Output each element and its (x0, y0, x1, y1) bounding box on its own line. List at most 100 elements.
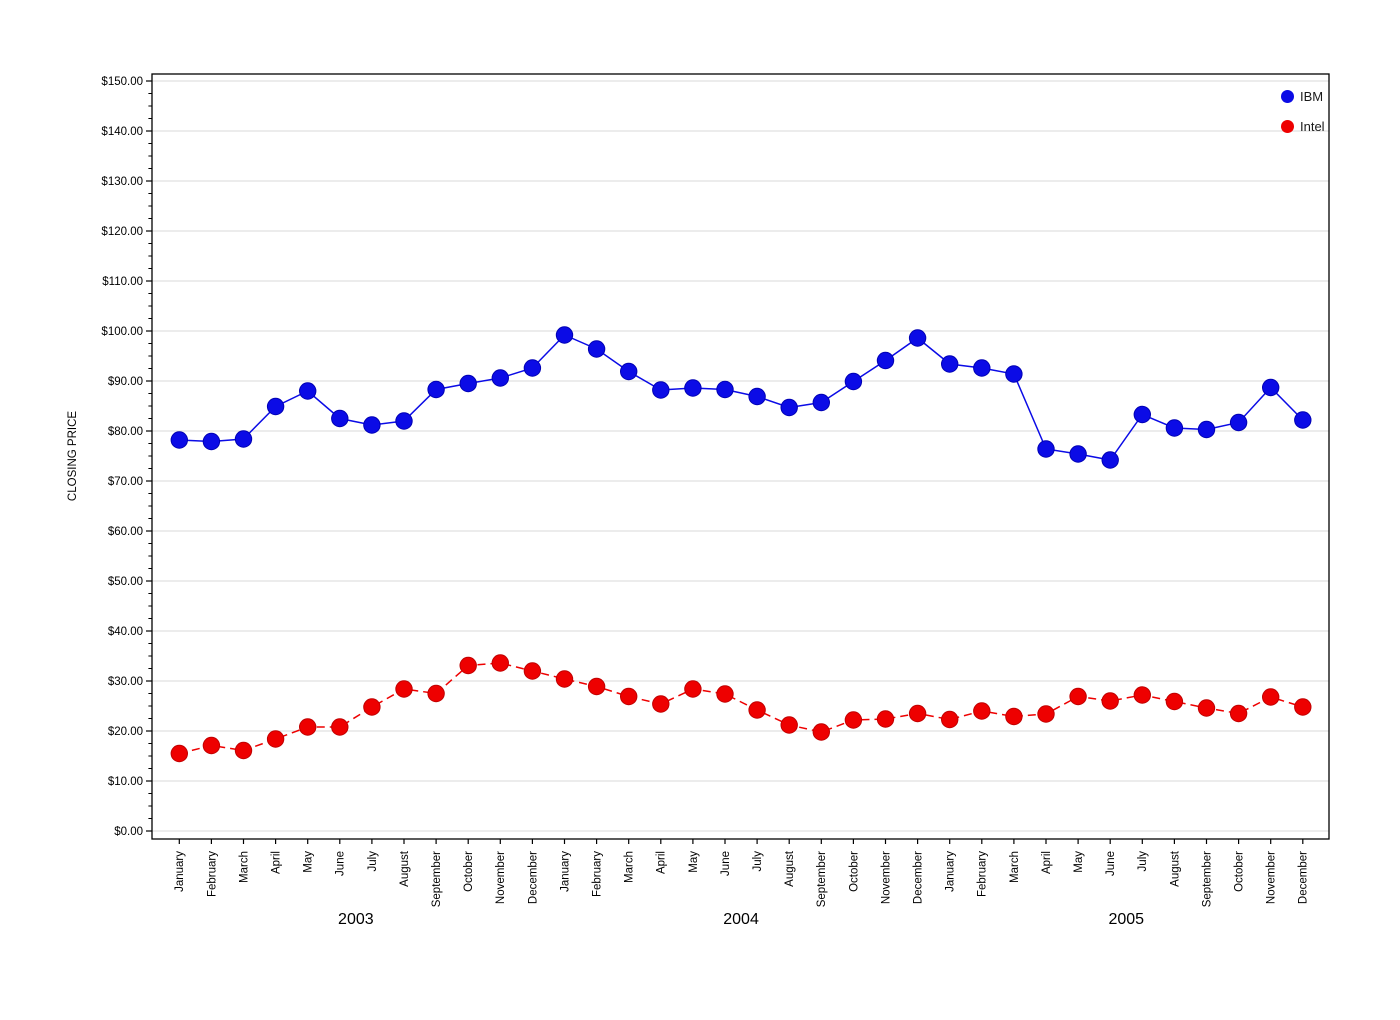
ibm-data-point (331, 409, 349, 428)
x-tick-label: May (1073, 851, 1085, 873)
ibm-line (179, 334, 1304, 461)
intel-data-point (1069, 687, 1087, 706)
x-tick-label: February (592, 851, 604, 897)
y-axis-title: CLOSING PRICE (67, 411, 79, 501)
intel-data-point (716, 685, 734, 703)
intel-data-point (491, 654, 509, 672)
intel-data-point (363, 698, 381, 716)
intel-data-point (459, 656, 477, 675)
ibm-data-point (1294, 411, 1312, 429)
y-tick-label: $0.00 (114, 826, 143, 838)
intel-marker-icon (1281, 119, 1294, 133)
ibm-data-point (459, 374, 477, 393)
legend-label-ibm: IBM (1300, 88, 1324, 104)
intel-data-point (1294, 698, 1312, 716)
x-tick-label: September (816, 851, 828, 907)
x-tick-label: March (238, 851, 250, 883)
y-tick-label: $150.00 (101, 76, 143, 88)
legend-label-intel: Intel (1300, 118, 1325, 134)
intel-data-point (170, 744, 189, 763)
x-tick-label: March (624, 851, 636, 883)
legend-item-intel: Intel (1281, 115, 1325, 137)
year-label: 2004 (723, 911, 759, 928)
x-tick-label: August (399, 850, 411, 887)
intel-data-point (1229, 704, 1248, 723)
intel-data-point (1005, 707, 1023, 726)
x-tick-label: December (1298, 851, 1310, 904)
x-tick-label: April (656, 851, 668, 874)
x-tick-label: September (431, 851, 443, 907)
intel-data-point (748, 701, 766, 719)
intel-data-point (1165, 692, 1184, 711)
intel-data-point (652, 695, 670, 713)
y-tick-label: $110.00 (102, 276, 143, 288)
ibm-data-point (1229, 413, 1248, 432)
intel-data-point (1037, 705, 1055, 723)
x-tick-label: March (1009, 851, 1021, 883)
x-tick-label: July (752, 851, 764, 872)
x-tick-label: December (913, 851, 925, 904)
x-tick-label: April (1041, 851, 1053, 874)
ibm-data-point (202, 432, 221, 451)
y-tick-label: $100.00 (101, 326, 143, 338)
ibm-data-point (1262, 378, 1280, 397)
x-tick-label: April (271, 851, 283, 874)
ibm-data-point (620, 362, 638, 381)
ibm-data-point (363, 416, 381, 434)
y-tick-label: $40.00 (108, 626, 143, 638)
ibm-data-point (716, 380, 734, 399)
y-tick-label: $130.00 (101, 176, 143, 188)
intel-data-point (1101, 692, 1119, 710)
intel-data-point (812, 723, 830, 741)
year-label: 2003 (338, 911, 374, 928)
intel-data-point (523, 662, 542, 680)
x-tick-label: November (880, 851, 892, 904)
intel-data-point (1133, 686, 1152, 704)
x-tick-label: August (1169, 850, 1181, 887)
y-tick-label: $70.00 (108, 476, 143, 488)
ibm-data-point (587, 340, 606, 358)
x-tick-label: July (367, 851, 379, 872)
legend: IBM Intel (1281, 85, 1325, 137)
ibm-data-point (1133, 405, 1152, 424)
x-tick-label: May (303, 851, 315, 873)
y-tick-label: $60.00 (108, 526, 143, 538)
intel-data-point (299, 718, 317, 736)
ibm-data-point (908, 329, 927, 347)
y-tick-label: $80.00 (108, 426, 143, 438)
x-tick-label: May (688, 851, 700, 873)
ibm-data-point (812, 393, 830, 412)
plot-border (151, 73, 1330, 840)
intel-data-point (908, 704, 927, 723)
intel-data-point (684, 680, 702, 698)
y-tick-label: $20.00 (108, 726, 143, 738)
ibm-data-point (1197, 420, 1216, 439)
ibm-data-point (555, 326, 574, 344)
x-tick-label: October (463, 851, 475, 892)
y-tick-label: $30.00 (108, 676, 143, 688)
y-tick-label: $10.00 (108, 776, 143, 788)
ibm-data-point (1005, 365, 1023, 383)
x-tick-label: October (1234, 851, 1246, 892)
ibm-data-point (170, 431, 189, 449)
x-tick-label: November (495, 851, 507, 904)
ibm-data-point (427, 380, 445, 399)
ibm-data-point (973, 359, 991, 377)
ibm-data-point (748, 387, 766, 406)
ibm-marker-icon (1281, 89, 1294, 103)
intel-data-point (331, 718, 349, 736)
intel-data-point (844, 711, 863, 729)
ibm-data-point (1165, 419, 1184, 437)
intel-data-point (620, 687, 638, 706)
intel-data-point (1262, 688, 1280, 706)
intel-data-point (234, 741, 253, 760)
ibm-data-point (1069, 445, 1087, 463)
ibm-data-point (491, 369, 509, 387)
intel-line (179, 662, 1304, 755)
x-tick-label: October (848, 851, 860, 892)
x-tick-label: June (720, 851, 732, 876)
ibm-data-point (523, 359, 542, 377)
y-tick-label: $140.00 (101, 126, 143, 138)
